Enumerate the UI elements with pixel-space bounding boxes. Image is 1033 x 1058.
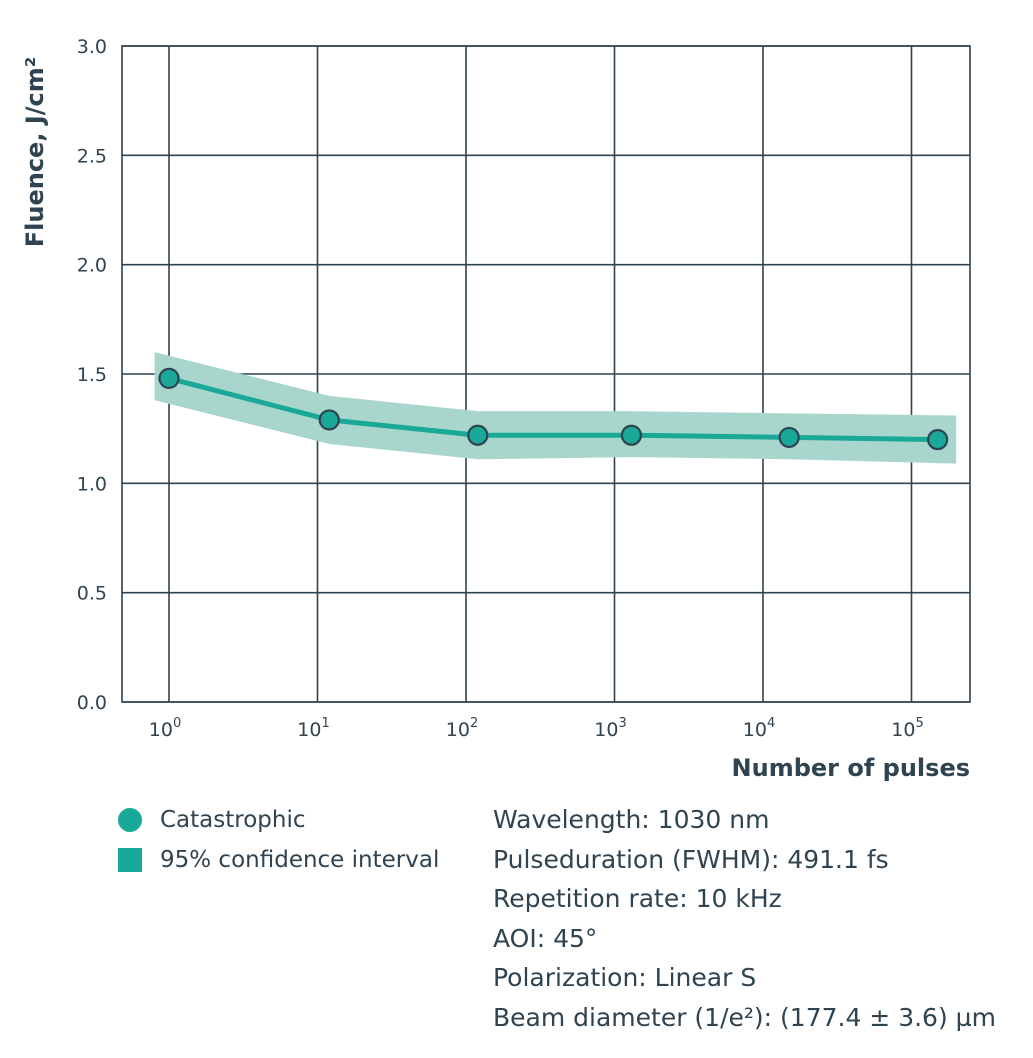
param-aoi: AOI: 45°	[493, 923, 598, 953]
y-tick-label: 0.5	[77, 583, 107, 605]
legend-label: Catastrophic	[160, 807, 306, 833]
data-point	[620, 424, 643, 446]
data-point	[318, 409, 340, 431]
x-tick-label: 103	[594, 716, 626, 741]
chart-grid	[121, 45, 971, 703]
x-tick-label: 102	[446, 716, 478, 741]
legend-band-icon	[118, 848, 142, 872]
data-point	[778, 426, 800, 449]
legend-label: 95% confidence interval	[160, 847, 440, 873]
param-pulse-duration: Pulseduration (FWHM): 491.1 fs	[493, 844, 889, 874]
data-point	[467, 424, 489, 446]
y-tick-label: 1.0	[77, 473, 107, 495]
y-tick-label: 2.0	[77, 255, 107, 277]
series-line-catastrophic	[168, 375, 938, 443]
legend-item-confidence: 95% confidence interval	[118, 840, 439, 880]
x-tick-label: 101	[297, 716, 329, 741]
series-points-layer	[158, 367, 949, 451]
y-tick-label: 2.5	[77, 145, 107, 167]
param-repetition-rate: Repetition rate: 10 kHz	[493, 884, 782, 913]
x-axis-title: Number of pulses	[732, 754, 970, 782]
measurement-parameters: Wavelength: 1030 nm Pulseduration (FWHM)…	[493, 800, 996, 1037]
y-axis-title: Fluence, J/cm²	[21, 57, 49, 248]
y-tick-label: 1.5	[77, 364, 107, 386]
y-tick-label: 0.0	[77, 692, 107, 714]
legend-item-catastrophic: Catastrophic	[118, 800, 439, 840]
series-line-layer	[168, 375, 938, 443]
param-wavelength: Wavelength: 1030 nm	[493, 805, 770, 834]
y-tick-label: 3.0	[77, 36, 107, 58]
data-point	[158, 367, 180, 389]
param-polarization: Polarization: Linear S	[493, 963, 757, 992]
legend: Catastrophic 95% confidence interval	[118, 800, 439, 880]
x-tick-label: 105	[891, 716, 923, 741]
x-tick-label: 100	[149, 716, 181, 741]
param-beam-diameter: Beam diameter (1/e²): (177.4 ± 3.6) µm	[493, 1002, 996, 1032]
legend-marker-icon	[118, 808, 142, 832]
x-tick-label: 104	[743, 716, 775, 741]
tick-labels: 0.0 0.5 1.0 1.5 2.0 2.5 3.0 100 101 102 103 104 105	[77, 36, 924, 741]
data-point	[927, 429, 949, 451]
